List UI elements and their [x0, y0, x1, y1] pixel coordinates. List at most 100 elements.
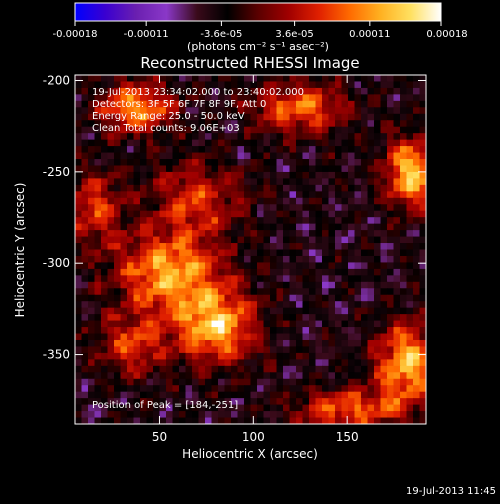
heatmap-cell — [205, 314, 213, 322]
heatmap-cell — [296, 249, 304, 257]
heatmap-cell — [107, 191, 115, 199]
heatmap-cell — [237, 126, 245, 134]
heatmap-cell — [185, 398, 193, 406]
heatmap-cell — [283, 352, 291, 360]
heatmap-cell — [283, 217, 291, 225]
heatmap-cell — [257, 126, 265, 134]
heatmap-cell — [192, 120, 200, 128]
heatmap-cell — [166, 152, 174, 160]
heatmap-cell — [361, 301, 369, 309]
heatmap-cell — [335, 333, 343, 341]
heatmap-cell — [224, 223, 232, 231]
heatmap-cell — [315, 262, 323, 270]
heatmap-cell — [81, 236, 89, 244]
heatmap-cell — [406, 146, 414, 154]
heatmap-cell — [218, 398, 226, 406]
heatmap-cell — [120, 372, 128, 380]
heatmap-cell — [413, 262, 421, 270]
heatmap-cell — [270, 159, 278, 167]
heatmap-cell — [140, 404, 148, 412]
heatmap-cell — [322, 411, 330, 419]
heatmap-cell — [406, 417, 414, 424]
heatmap-cell — [309, 113, 317, 121]
heatmap-cell — [172, 120, 180, 128]
heatmap-cell — [211, 378, 219, 386]
heatmap-cell — [367, 378, 375, 386]
heatmap-cell — [380, 411, 388, 419]
heatmap-cell — [81, 217, 89, 225]
heatmap-cell — [283, 275, 291, 283]
heatmap-cell — [237, 146, 245, 154]
heatmap-cell — [387, 404, 395, 412]
heatmap-cell — [166, 191, 174, 199]
heatmap-cell — [192, 275, 200, 283]
heatmap-cell — [179, 94, 187, 102]
heatmap-cell — [185, 210, 193, 218]
heatmap-cell — [94, 255, 102, 264]
heatmap-cell — [406, 404, 414, 412]
heatmap-cell — [127, 404, 135, 412]
heatmap-cell — [159, 365, 167, 373]
heatmap-cell — [413, 255, 421, 264]
heatmap-cell — [94, 411, 102, 419]
heatmap-cell — [146, 178, 154, 186]
heatmap-cell — [348, 217, 356, 225]
heatmap-cell — [413, 365, 421, 373]
heatmap-cell — [166, 417, 174, 424]
heatmap-cell — [341, 281, 349, 289]
heatmap-cell — [81, 133, 89, 141]
heatmap-cell — [107, 333, 115, 341]
heatmap-cell — [374, 159, 382, 167]
heatmap-cell — [276, 75, 284, 83]
heatmap-cell — [393, 275, 401, 283]
heatmap-cell — [179, 120, 187, 128]
heatmap-cell — [400, 133, 408, 141]
heatmap-cell — [114, 378, 122, 386]
heatmap-cell — [133, 107, 141, 115]
heatmap-cell — [315, 120, 323, 128]
heatmap-cell — [88, 288, 96, 296]
heatmap-cell — [231, 385, 239, 393]
heatmap-cell — [263, 352, 271, 360]
heatmap-cell — [172, 159, 180, 167]
heatmap-cell — [101, 113, 109, 121]
heatmap-cell — [224, 327, 232, 335]
heatmap-cell — [159, 120, 167, 128]
heatmap-cell — [302, 378, 310, 386]
heatmap-cell — [289, 107, 297, 115]
heatmap-cell — [387, 307, 395, 315]
heatmap-cell — [322, 217, 330, 225]
heatmap-cell — [374, 301, 382, 309]
heatmap-cell — [302, 113, 310, 121]
heatmap-cell — [244, 346, 252, 354]
heatmap-cell — [237, 94, 245, 102]
heatmap-cell — [133, 346, 141, 354]
heatmap-cell — [309, 146, 317, 154]
heatmap-cell — [296, 327, 304, 335]
heatmap-cell — [107, 223, 115, 231]
heatmap-cell — [361, 165, 369, 173]
heatmap-cell — [387, 327, 395, 335]
heatmap-cell — [354, 210, 362, 218]
heatmap-cell — [263, 385, 271, 393]
heatmap-cell — [88, 139, 96, 147]
heatmap-cell — [322, 230, 330, 238]
heatmap-cell — [315, 126, 323, 134]
heatmap-cell — [283, 191, 291, 199]
heatmap-cell — [400, 294, 408, 302]
heatmap-cell — [354, 243, 362, 251]
heatmap-cell — [237, 159, 245, 167]
heatmap-cell — [367, 197, 375, 205]
heatmap-cell — [374, 417, 382, 424]
heatmap-cell — [374, 398, 382, 406]
heatmap-cell — [120, 339, 128, 348]
heatmap-cell — [354, 288, 362, 296]
heatmap-cell — [146, 314, 154, 322]
heatmap-cell — [75, 171, 83, 179]
heatmap-cell — [276, 385, 284, 393]
heatmap-cell — [380, 236, 388, 244]
heatmap-cell — [400, 281, 408, 289]
heatmap-cell — [224, 94, 232, 102]
heatmap-cell — [270, 404, 278, 412]
heatmap-cell — [244, 146, 252, 154]
